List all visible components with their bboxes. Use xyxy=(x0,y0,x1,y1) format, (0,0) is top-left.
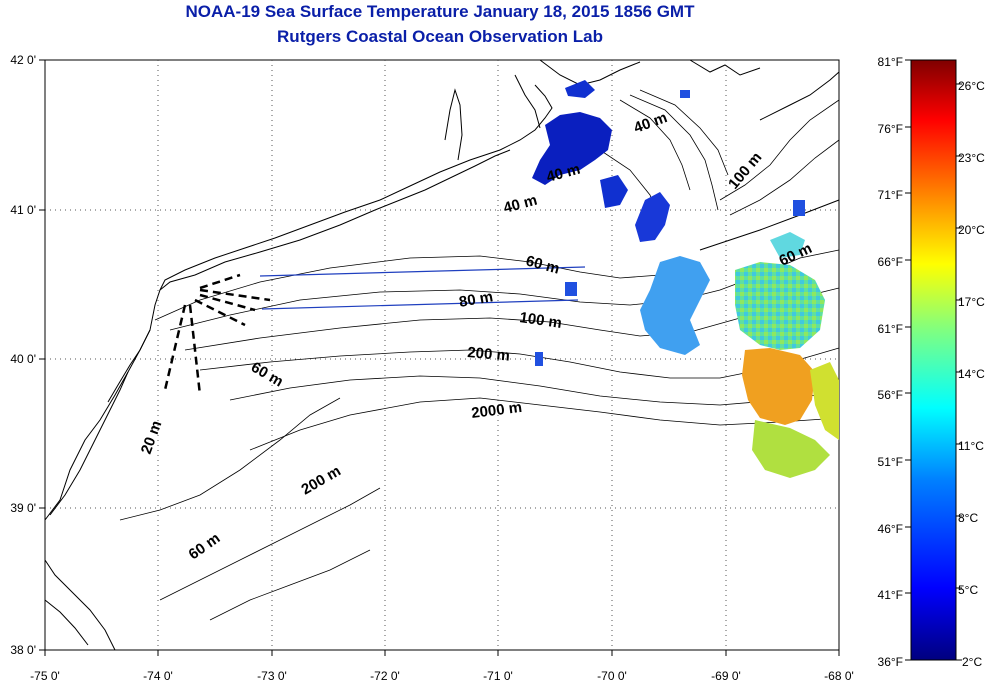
sst-patch-warm-ring xyxy=(752,420,830,478)
colorbar-c-label: 26°C xyxy=(958,79,985,93)
lat-label: 38 0' xyxy=(10,643,36,657)
sst-patch-warm-body xyxy=(735,262,825,350)
lat-label: 41 0' xyxy=(10,203,36,217)
colorbar-f-label: 51°F xyxy=(878,455,903,469)
sst-patch-cold-mid xyxy=(600,175,628,208)
colorbar-c-label: 17°C xyxy=(958,295,985,309)
coastline xyxy=(44,59,840,651)
colorbar-c-label: 5°C xyxy=(958,583,978,597)
plot-frame xyxy=(44,59,840,651)
colorbar: 81°F 76°F 71°F 66°F 61°F 56°F 51°F 46°F … xyxy=(878,55,986,669)
axis-ticks xyxy=(39,59,840,656)
sst-patch-blue-dot4 xyxy=(680,90,690,98)
lon-label: -74 0' xyxy=(143,669,173,683)
sst-patch-cold-small xyxy=(565,80,595,98)
lon-label: -70 0' xyxy=(597,669,627,683)
sst-patch-warm-core xyxy=(742,348,815,425)
sst-patch-warm-south xyxy=(810,362,839,440)
colorbar-c-label: 23°C xyxy=(958,151,985,165)
lon-label: -71 0' xyxy=(483,669,513,683)
contour-label-2000m: 2000 m xyxy=(470,399,523,422)
colorbar-c-label: 14°C xyxy=(958,367,985,381)
contour-label-200m-a: 200 m xyxy=(467,344,511,365)
colorbar-c-label: 11°C xyxy=(958,439,984,453)
contour-label-100m-a: 100 m xyxy=(518,309,562,332)
colorbar-f-label: 46°F xyxy=(878,522,903,536)
contour-label-80m: 80 m xyxy=(458,288,495,311)
transect-lines xyxy=(259,266,586,310)
sst-patch-blue-dot3 xyxy=(793,200,805,216)
colorbar-f-label: 71°F xyxy=(878,188,903,202)
lon-label: -75 0' xyxy=(30,669,60,683)
sst-data xyxy=(532,80,839,478)
longitude-labels: -75 0' -74 0' -73 0' -72 0' -71 0' -70 0… xyxy=(30,669,854,683)
sst-patch-cyan xyxy=(770,232,805,258)
colorbar-c-label: 2°C xyxy=(962,655,982,669)
lon-label: -73 0' xyxy=(257,669,287,683)
colorbar-gradient xyxy=(910,59,957,661)
colorbar-f-label: 66°F xyxy=(878,255,903,269)
colorbar-f-label: 81°F xyxy=(878,55,903,69)
dashed-radials xyxy=(163,273,271,396)
latitude-labels: 42 0' 41 0' 40 0' 39 0' 38 0' xyxy=(10,53,36,657)
graticule xyxy=(45,60,839,650)
colorbar-f-label: 61°F xyxy=(878,322,903,336)
lat-label: 42 0' xyxy=(10,53,36,67)
map-subtitle: Rutgers Coastal Ocean Observation Lab xyxy=(277,27,603,46)
lon-label: -69 0' xyxy=(711,669,741,683)
lat-label: 39 0' xyxy=(10,501,36,515)
sst-patch-blue-dot2 xyxy=(535,352,543,366)
sst-patch-cold-east xyxy=(635,192,670,242)
colorbar-f-label: 76°F xyxy=(878,122,903,136)
colorbar-f-label: 41°F xyxy=(878,588,903,602)
map-title: NOAA-19 Sea Surface Temperature January … xyxy=(185,2,695,21)
colorbar-c-label: 20°C xyxy=(958,223,985,237)
colorbar-c-label: 8°C xyxy=(958,511,978,525)
sst-patch-cold-north xyxy=(532,112,612,185)
lat-label: 40 0' xyxy=(10,352,36,366)
colorbar-f-label: 36°F xyxy=(878,655,903,669)
sst-patch-blue-dot xyxy=(565,282,577,296)
sst-patch-shelf xyxy=(640,256,710,355)
lon-label: -72 0' xyxy=(370,669,400,683)
colorbar-f-label: 56°F xyxy=(878,388,903,402)
lon-label: -68 0' xyxy=(824,669,854,683)
